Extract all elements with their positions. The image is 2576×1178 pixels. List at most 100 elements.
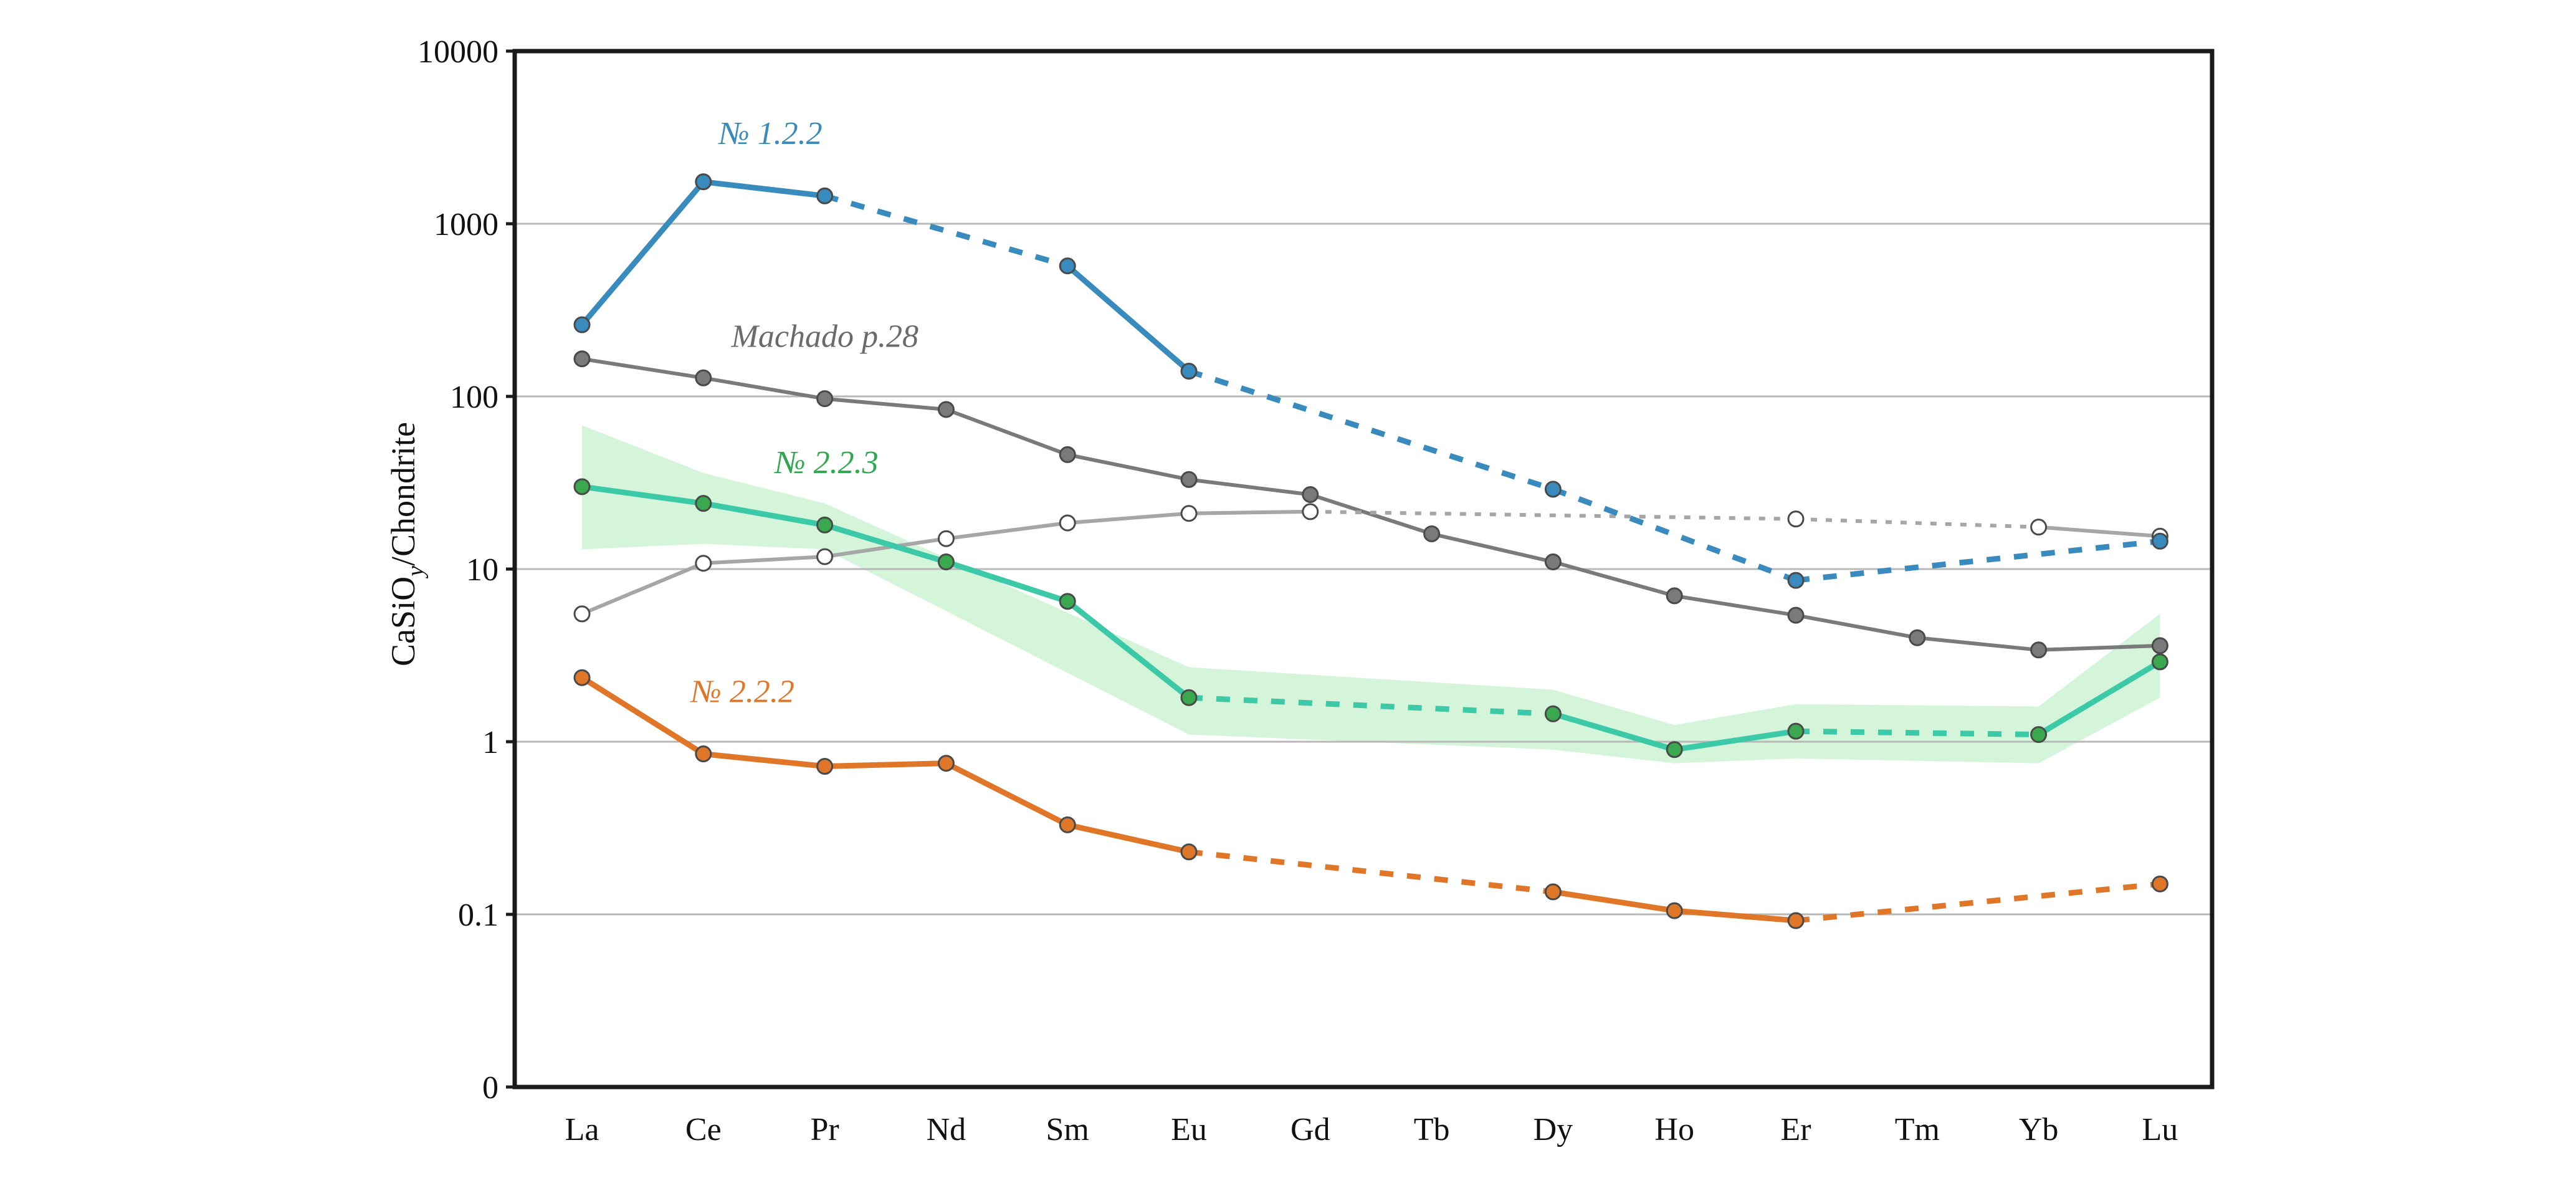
series-labels: Machado p.28 № 1.2.2 № 2.2.3 № 2.2.2 bbox=[690, 116, 918, 709]
data-point bbox=[573, 350, 591, 368]
series-label: № 2.2.3 bbox=[774, 445, 879, 481]
x-tick-label: Nd bbox=[927, 1112, 966, 1147]
series-markers bbox=[573, 173, 2168, 929]
data-point bbox=[1180, 363, 1198, 380]
series-line-segment bbox=[579, 674, 1192, 855]
data-point bbox=[2151, 875, 2168, 893]
x-tick-label: Ho bbox=[1654, 1112, 1694, 1147]
y-tick-label: 0 bbox=[482, 1070, 499, 1106]
data-point bbox=[937, 530, 955, 547]
markers-1-2-2 bbox=[573, 173, 2168, 589]
y-tick-label: 0.1 bbox=[458, 898, 499, 933]
series-line-segment bbox=[1188, 368, 1554, 492]
data-point bbox=[1059, 257, 1076, 275]
x-tick-label: Er bbox=[1780, 1112, 1811, 1147]
series-line-segment bbox=[1552, 486, 1797, 583]
series-line-segment bbox=[579, 179, 828, 328]
data-point bbox=[937, 553, 955, 571]
data-point bbox=[2030, 519, 2048, 536]
data-point bbox=[2030, 641, 2048, 659]
y-axis-title-subscript: y bbox=[403, 566, 429, 579]
data-point bbox=[695, 495, 712, 512]
data-point bbox=[816, 390, 834, 408]
data-point bbox=[1787, 572, 1805, 589]
data-point bbox=[1059, 816, 1076, 833]
x-tick-label: Tm bbox=[1895, 1112, 1940, 1147]
y-tick-labels: 10000 1000 100 10 1 0.1 0 bbox=[417, 34, 515, 1106]
markers-2-2-2 bbox=[573, 669, 2168, 929]
series-line-segment bbox=[824, 193, 1069, 269]
y-tick-label: 10000 bbox=[417, 34, 499, 70]
series-line-segment bbox=[1064, 263, 1192, 374]
data-point bbox=[573, 478, 591, 496]
x-tick-label: Ce bbox=[685, 1112, 722, 1147]
x-tick-labels: La Ce Pr Nd Sm Eu Gd Tb Dy Ho Er Tm Yb Lu bbox=[565, 1112, 2178, 1147]
data-point bbox=[695, 369, 712, 386]
data-point bbox=[2151, 653, 2168, 671]
data-point bbox=[816, 187, 834, 204]
data-point bbox=[695, 745, 712, 763]
series-2-2-2 bbox=[579, 674, 2160, 924]
data-point bbox=[1544, 481, 1562, 498]
series-line-segment bbox=[1795, 881, 2160, 924]
x-tick-label: Tb bbox=[1414, 1112, 1450, 1147]
data-point bbox=[1180, 471, 1198, 488]
data-point bbox=[1302, 503, 1319, 520]
y-axis-title-main: CaSiO bbox=[384, 577, 422, 666]
data-point bbox=[1180, 505, 1198, 522]
band-layer bbox=[582, 425, 2160, 764]
data-point bbox=[1787, 722, 1805, 740]
series-line-segment bbox=[579, 484, 1192, 701]
x-tick-label: Lu bbox=[2142, 1112, 2178, 1147]
data-point bbox=[695, 173, 712, 191]
markers-series-1 bbox=[573, 503, 2168, 623]
markers-2-2-3 bbox=[573, 478, 2168, 759]
data-point bbox=[1544, 705, 1562, 722]
x-tick-label: La bbox=[565, 1112, 599, 1147]
data-point bbox=[1787, 510, 1805, 528]
y-tick-label: 1000 bbox=[434, 207, 499, 242]
data-point bbox=[816, 758, 834, 775]
series-line-segment bbox=[2036, 525, 2162, 539]
data-point bbox=[573, 316, 591, 333]
data-point bbox=[695, 555, 712, 572]
data-point bbox=[1302, 486, 1319, 504]
series-line-segment bbox=[1795, 517, 2039, 529]
series-2-2-3 bbox=[579, 484, 2163, 753]
x-tick-label: Pr bbox=[810, 1112, 839, 1147]
series-label: № 2.2.2 bbox=[690, 674, 794, 709]
series-line-segment bbox=[1310, 509, 1796, 521]
y-tick-label: 10 bbox=[466, 552, 499, 588]
data-point bbox=[1544, 553, 1562, 571]
x-tick-label: Dy bbox=[1534, 1112, 1573, 1147]
data-point bbox=[1787, 606, 1805, 624]
data-point bbox=[573, 669, 591, 686]
series-line-segment bbox=[1188, 849, 1553, 895]
data-point bbox=[2030, 726, 2048, 744]
data-point bbox=[1059, 593, 1076, 610]
data-point bbox=[1180, 689, 1198, 706]
data-point bbox=[937, 755, 955, 772]
y-tick-label: 100 bbox=[450, 380, 499, 415]
data-point bbox=[1423, 525, 1441, 542]
grid-layer bbox=[515, 223, 2212, 916]
uncertainty-band bbox=[582, 425, 2160, 764]
series-line-segment bbox=[1188, 694, 1553, 717]
x-tick-label: Yb bbox=[2019, 1112, 2059, 1147]
data-point bbox=[937, 401, 955, 418]
data-point bbox=[816, 516, 834, 534]
y-tick-label: 1 bbox=[482, 725, 499, 760]
data-point bbox=[1180, 843, 1198, 861]
data-point bbox=[1909, 629, 1926, 646]
series-lines bbox=[579, 179, 2163, 924]
y-axis-title-suffix: /Chondrite bbox=[384, 422, 422, 566]
series-label: Machado p.28 bbox=[731, 319, 918, 355]
data-point bbox=[1544, 883, 1562, 901]
data-point bbox=[573, 605, 591, 623]
data-point bbox=[1059, 514, 1076, 532]
x-tick-label: Gd bbox=[1290, 1112, 1330, 1147]
x-tick-label: Sm bbox=[1046, 1112, 1089, 1147]
series-line-segment bbox=[1795, 538, 2160, 583]
